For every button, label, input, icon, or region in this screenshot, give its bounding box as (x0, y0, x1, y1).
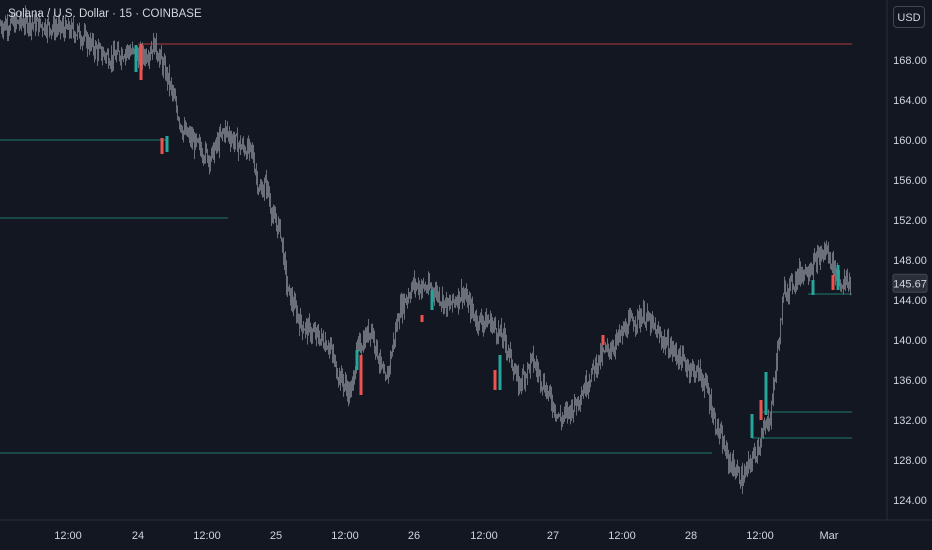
bearish-candle-marker (139, 44, 143, 80)
bearish-candle-marker (831, 275, 835, 290)
current-price-tag: 145.67 (892, 273, 928, 293)
y-tick-label: 152.00 (893, 215, 927, 227)
svg-text:145.67: 145.67 (893, 278, 927, 290)
bullish-candle-marker (430, 290, 434, 310)
bullish-candle-marker (498, 355, 502, 390)
bullish-candle-marker (764, 372, 768, 415)
x-tick-label: 24 (132, 530, 144, 542)
x-tick-label: Mar (820, 530, 839, 542)
y-tick-label: 164.00 (893, 95, 927, 107)
x-tick-label: 12:00 (54, 530, 82, 542)
x-tick-label: 12:00 (746, 530, 774, 542)
y-tick-label: 136.00 (893, 375, 927, 387)
bearish-candle-marker (160, 138, 164, 154)
bullish-candle-marker (836, 265, 840, 290)
x-tick-label: 27 (547, 530, 559, 542)
x-tick-label: 12:00 (608, 530, 636, 542)
bearish-candle-marker (601, 335, 605, 345)
currency-button[interactable]: USD (893, 6, 925, 28)
bearish-candle-marker (420, 315, 424, 322)
bullish-candle-marker (355, 350, 359, 370)
y-tick-label: 168.00 (893, 55, 927, 67)
bearish-candle-marker (493, 370, 497, 390)
bullish-candle-marker (165, 136, 169, 152)
y-tick-label: 156.00 (893, 175, 927, 187)
x-tick-label: 26 (408, 530, 420, 542)
y-tick-label: 160.00 (893, 135, 927, 147)
bullish-candle-marker (811, 280, 815, 295)
y-tick-label: 144.00 (893, 295, 927, 307)
x-tick-label: 12:00 (193, 530, 221, 542)
y-tick-label: 132.00 (893, 415, 927, 427)
x-tick-label: 12:00 (331, 530, 359, 542)
x-tick-label: 25 (270, 530, 282, 542)
x-tick-label: 12:00 (470, 530, 498, 542)
y-tick-label: 148.00 (893, 255, 927, 267)
y-tick-label: 128.00 (893, 455, 927, 467)
y-tick-label: 124.00 (893, 495, 927, 507)
bearish-candle-marker (359, 355, 363, 395)
bullish-candle-marker (750, 414, 754, 438)
bullish-candle-marker (134, 45, 138, 72)
symbol-title: Solana / U.S. Dollar · 15 · COINBASE (8, 8, 202, 20)
bearish-candle-marker (759, 400, 763, 420)
x-tick-label: 28 (685, 530, 697, 542)
y-tick-label: 140.00 (893, 335, 927, 347)
